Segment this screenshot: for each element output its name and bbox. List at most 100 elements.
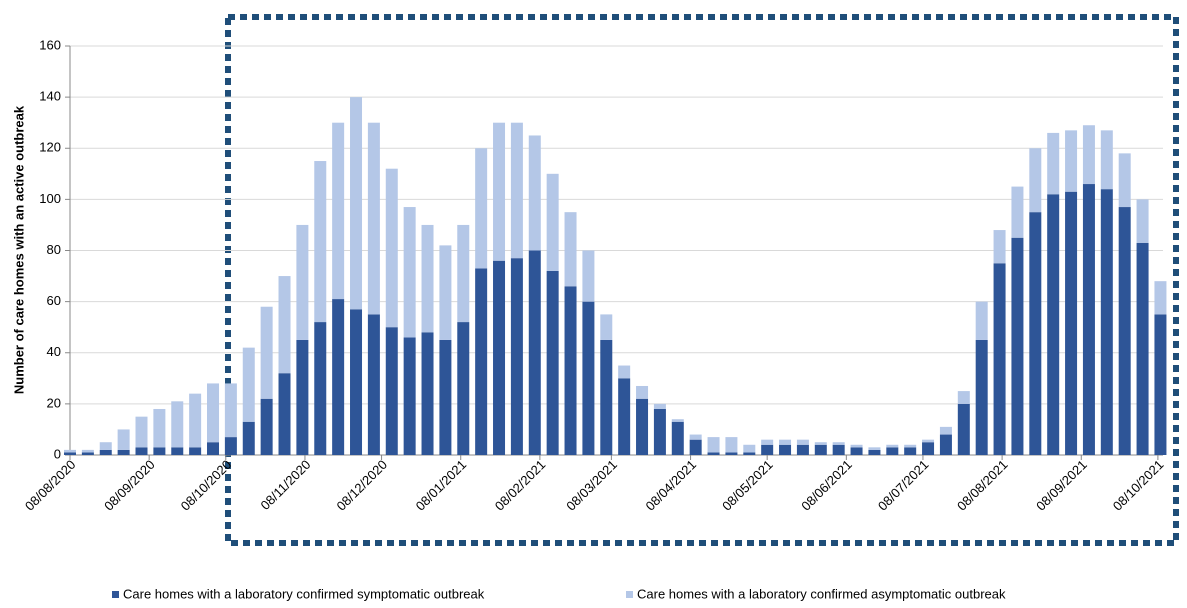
bar-segment	[421, 224, 434, 333]
bar-segment	[939, 434, 952, 455]
bar-segment	[689, 439, 702, 455]
bar-segment	[993, 263, 1006, 455]
bar-segment	[439, 339, 452, 455]
bar-segment	[367, 314, 380, 455]
bar-segment	[135, 447, 148, 455]
x-tick-label: 08/12/2020	[333, 457, 390, 514]
legend-label: Care homes with a laboratory confirmed a…	[637, 586, 1006, 601]
legend-swatch	[112, 591, 119, 598]
bar-segment	[528, 135, 541, 251]
y-tick-label: 160	[39, 37, 61, 52]
bar-segment	[171, 401, 184, 448]
bar-segment	[886, 447, 899, 455]
bar-segment	[725, 437, 738, 453]
x-tick-label: 08/07/2021	[875, 457, 932, 514]
bar-segment	[403, 207, 416, 338]
bar-segment	[993, 230, 1006, 264]
x-tick-label: 08/05/2021	[719, 457, 776, 514]
bar-segment	[582, 301, 595, 455]
bar-segment	[457, 224, 470, 323]
x-tick-label: 08/08/2021	[954, 457, 1011, 514]
bar-segment	[153, 408, 166, 448]
y-tick-label: 0	[54, 446, 61, 461]
bar-segment	[1065, 191, 1078, 456]
bar-segment	[1047, 194, 1060, 455]
bar-segment	[904, 447, 917, 455]
bar-segment	[1100, 189, 1113, 455]
bar-segment	[1154, 314, 1167, 455]
bar-segment	[671, 421, 684, 455]
bar-segment	[528, 250, 541, 455]
bar-segment	[224, 437, 237, 455]
bar-segment	[224, 383, 237, 438]
x-tick-label: 08/08/2020	[22, 457, 79, 514]
x-tick-label: 08/09/2020	[101, 457, 158, 514]
bar-segment	[743, 444, 756, 453]
bar-segment	[922, 442, 935, 455]
y-tick-label: 140	[39, 89, 61, 104]
bar-segment	[832, 444, 845, 455]
bar-segment	[99, 449, 112, 455]
bar-segment	[939, 426, 952, 435]
bar-segment	[439, 245, 452, 340]
highlight-box	[225, 14, 1179, 546]
bar-segment	[761, 439, 774, 445]
bar-segment	[832, 442, 845, 445]
bar-segment	[296, 224, 309, 340]
y-tick-label: 120	[39, 140, 61, 155]
y-tick-label: 20	[47, 395, 61, 410]
bar-segment	[636, 398, 649, 455]
x-tick-label: 08/10/2021	[1110, 457, 1167, 514]
bar-segment	[1136, 199, 1149, 243]
bar-segment	[314, 322, 327, 455]
bar-segment	[1100, 130, 1113, 190]
bar-segment	[81, 449, 94, 453]
bar-segment	[618, 365, 631, 379]
bar-segment	[493, 122, 506, 261]
bar-segment	[189, 447, 202, 455]
bar-segment	[975, 339, 988, 455]
bar-segment	[242, 347, 255, 422]
bar-segment	[653, 403, 666, 409]
x-tick-label: 08/06/2021	[798, 457, 855, 514]
x-tick-label: 08/11/2020	[258, 457, 314, 513]
bar-segment	[278, 373, 291, 455]
bar-segment	[1029, 148, 1042, 213]
bar-segment	[707, 437, 720, 453]
bar-segment	[99, 442, 112, 450]
legend-label: Care homes with a laboratory confirmed s…	[123, 586, 485, 601]
bar-segment	[779, 444, 792, 455]
y-tick-label: 80	[47, 242, 61, 257]
bar-segment	[922, 439, 935, 443]
bar-segment	[510, 122, 523, 259]
bar-segment	[117, 449, 130, 455]
bar-segment	[707, 452, 720, 455]
bar-segment	[385, 168, 398, 328]
bar-segment	[421, 332, 434, 455]
bar-segment	[1011, 186, 1024, 238]
bar-segment	[171, 447, 184, 455]
bar-segment	[64, 452, 76, 455]
bar-segment	[1136, 242, 1149, 455]
bar-segment	[510, 258, 523, 455]
bar-segment	[546, 270, 559, 455]
bar-segment	[475, 148, 488, 269]
bar-segment	[350, 97, 363, 310]
bar-segment	[242, 421, 255, 455]
bar-segment	[153, 447, 166, 455]
bar-segment	[886, 444, 899, 448]
y-tick-label: 40	[47, 344, 61, 359]
bar-segment	[1047, 132, 1060, 195]
bar-segment	[796, 439, 809, 445]
bar-segment	[796, 444, 809, 455]
bar-segment	[1154, 281, 1167, 315]
bar-segment	[332, 122, 345, 300]
bar-segment	[135, 416, 148, 448]
bar-segment	[81, 452, 94, 455]
bar-segment	[564, 212, 577, 287]
x-tick-label: 08/01/2021	[413, 457, 470, 514]
legend-swatch	[626, 591, 633, 598]
bar-segment	[850, 444, 863, 448]
bar-segment	[743, 452, 756, 455]
